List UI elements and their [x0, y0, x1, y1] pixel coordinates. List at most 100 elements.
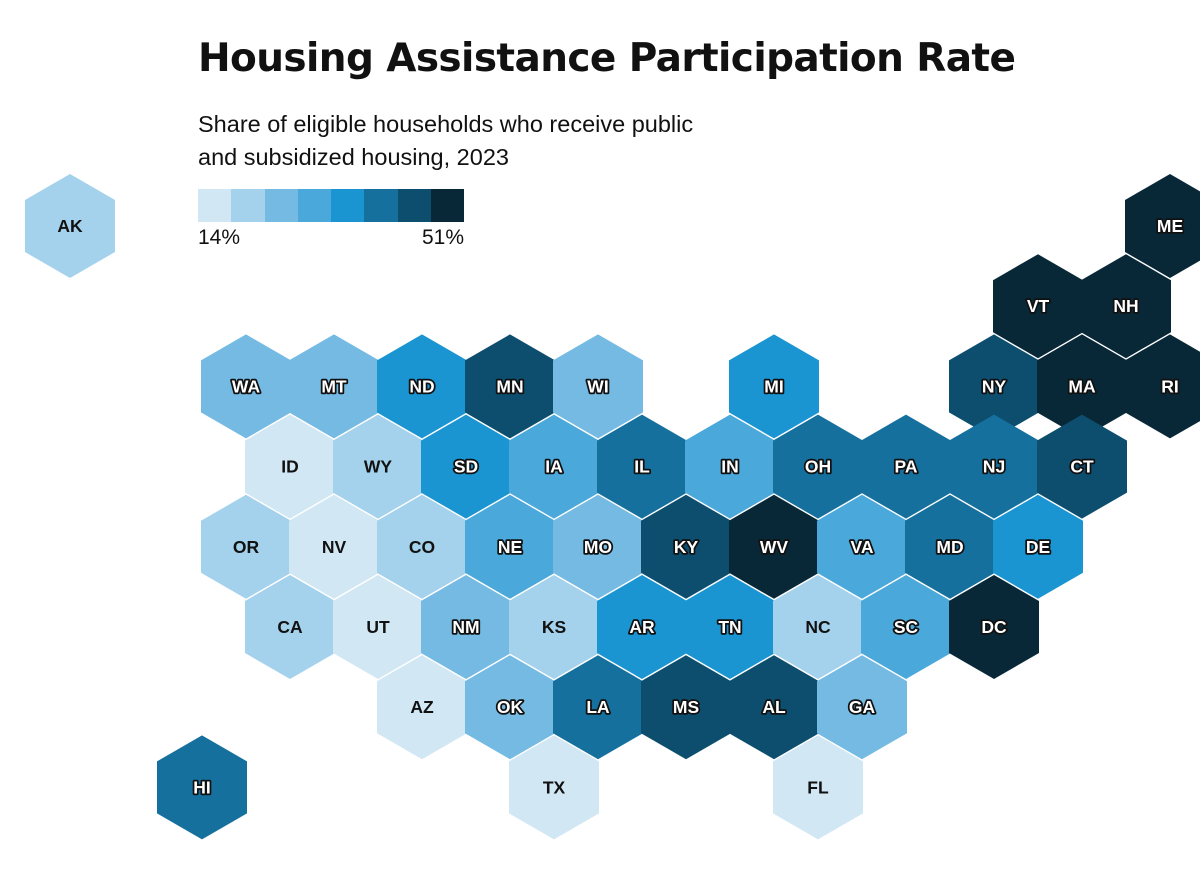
map-subtitle: Share of eligible households who receive…	[198, 111, 694, 170]
state-hex-ri	[1125, 334, 1200, 439]
state-label-dc: DC	[981, 617, 1007, 637]
state-label-me: ME	[1157, 216, 1183, 236]
state-tile-al: AL	[729, 655, 819, 760]
state-tile-wv: WV	[729, 494, 819, 599]
state-label-ks: KS	[542, 617, 566, 637]
state-tile-dc: DC	[949, 575, 1039, 679]
state-hex-mt	[289, 334, 379, 439]
state-label-nv: NV	[322, 537, 347, 557]
state-label-il: IL	[634, 457, 650, 477]
state-hex-la	[553, 655, 643, 760]
legend-bin-6	[364, 189, 398, 222]
state-tile-co: CO	[377, 494, 467, 599]
state-hex-ak	[25, 174, 115, 278]
state-label-de: DE	[1026, 537, 1050, 557]
legend-bin-5	[331, 189, 365, 222]
state-hex-hi	[157, 735, 247, 840]
state-tile-mn: MN	[465, 334, 555, 439]
state-label-va: VA	[850, 537, 873, 557]
state-hex-wa	[201, 334, 291, 439]
state-hex-fl	[773, 735, 863, 840]
legend-max-label: 51%	[421, 226, 464, 249]
state-label-or: OR	[233, 537, 260, 557]
state-tile-md: MD	[905, 494, 995, 599]
state-tile-vt: VT	[993, 254, 1083, 359]
state-label-hi: HI	[193, 777, 211, 797]
state-tile-wi: WI	[553, 334, 643, 439]
state-label-ma: MA	[1068, 376, 1096, 396]
state-label-fl: FL	[807, 777, 829, 797]
state-hex-va	[817, 494, 907, 599]
state-label-mt: MT	[321, 376, 347, 396]
state-hex-nm	[421, 575, 511, 679]
state-label-in: IN	[721, 457, 739, 477]
legend-color-bar	[198, 189, 464, 222]
state-label-wi: WI	[587, 376, 608, 396]
state-hex-sd	[421, 414, 511, 519]
state-label-ri: RI	[1161, 376, 1179, 396]
state-hex-de	[993, 494, 1083, 599]
state-label-sd: SD	[454, 457, 478, 477]
legend-bin-7	[397, 189, 431, 222]
state-tile-nc: NC	[773, 575, 863, 679]
state-hex-nh	[1081, 254, 1171, 359]
color-legend: 14% 51%	[198, 189, 464, 250]
state-label-mo: MO	[584, 537, 612, 557]
state-tile-va: VA	[817, 494, 907, 599]
map-title: Housing Assistance Participation Rate	[198, 36, 1016, 81]
state-tile-oh: OH	[773, 414, 863, 519]
state-hex-ms	[641, 655, 731, 760]
legend-bin-4	[297, 189, 331, 222]
state-hex-ut	[333, 575, 423, 679]
state-hex-me	[1125, 174, 1200, 278]
state-tile-mt: MT	[289, 334, 379, 439]
state-hex-pa	[861, 414, 951, 519]
state-tile-hi: HI	[157, 735, 247, 840]
state-hex-oh	[773, 414, 863, 519]
legend-bin-1	[198, 189, 232, 222]
state-hex-az	[377, 655, 467, 760]
state-label-co: CO	[409, 537, 435, 557]
legend-bin-2	[231, 189, 265, 222]
state-tile-wa: WA	[201, 334, 291, 439]
state-label-wv: WV	[760, 537, 789, 557]
state-hex-mi	[729, 334, 819, 439]
state-label-oh: OH	[805, 457, 831, 477]
state-label-ny: NY	[982, 376, 1007, 396]
state-tile-ca: CA	[245, 575, 335, 679]
state-tile-me: ME	[1125, 174, 1200, 278]
state-tile-ma: MA	[1037, 334, 1127, 439]
state-tile-mi: MI	[729, 334, 819, 439]
state-hex-mo	[553, 494, 643, 599]
state-label-az: AZ	[410, 697, 434, 717]
state-tile-nh: NH	[1081, 254, 1171, 359]
state-hex-mn	[465, 334, 555, 439]
state-hex-ia	[509, 414, 599, 519]
state-hex-ar	[597, 575, 687, 679]
state-hex-ma	[1037, 334, 1127, 439]
state-tile-nm: NM	[421, 575, 511, 679]
state-tile-ia: IA	[509, 414, 599, 519]
state-hex-ny	[949, 334, 1039, 439]
legend-min-label: 14%	[198, 226, 241, 249]
legend-bin-8	[430, 189, 464, 222]
state-tile-nd: ND	[377, 334, 467, 439]
state-tile-ri: RI	[1125, 334, 1200, 439]
state-label-nh: NH	[1113, 296, 1138, 316]
state-tile-nj: NJ	[949, 414, 1039, 519]
state-hex-id	[245, 414, 335, 519]
state-hex-nv	[289, 494, 379, 599]
state-hex-dc	[949, 575, 1039, 679]
state-tile-ga: GA	[817, 655, 907, 760]
state-hex-or	[201, 494, 291, 599]
state-label-nc: NC	[805, 617, 831, 637]
state-label-nd: ND	[409, 376, 434, 396]
state-label-mn: MN	[496, 376, 523, 396]
state-label-ky: KY	[674, 537, 699, 557]
state-label-ok: OK	[497, 697, 524, 717]
state-label-sc: SC	[894, 617, 919, 637]
state-label-ct: CT	[1070, 457, 1094, 477]
state-label-nm: NM	[452, 617, 479, 637]
state-tile-ky: KY	[641, 494, 731, 599]
